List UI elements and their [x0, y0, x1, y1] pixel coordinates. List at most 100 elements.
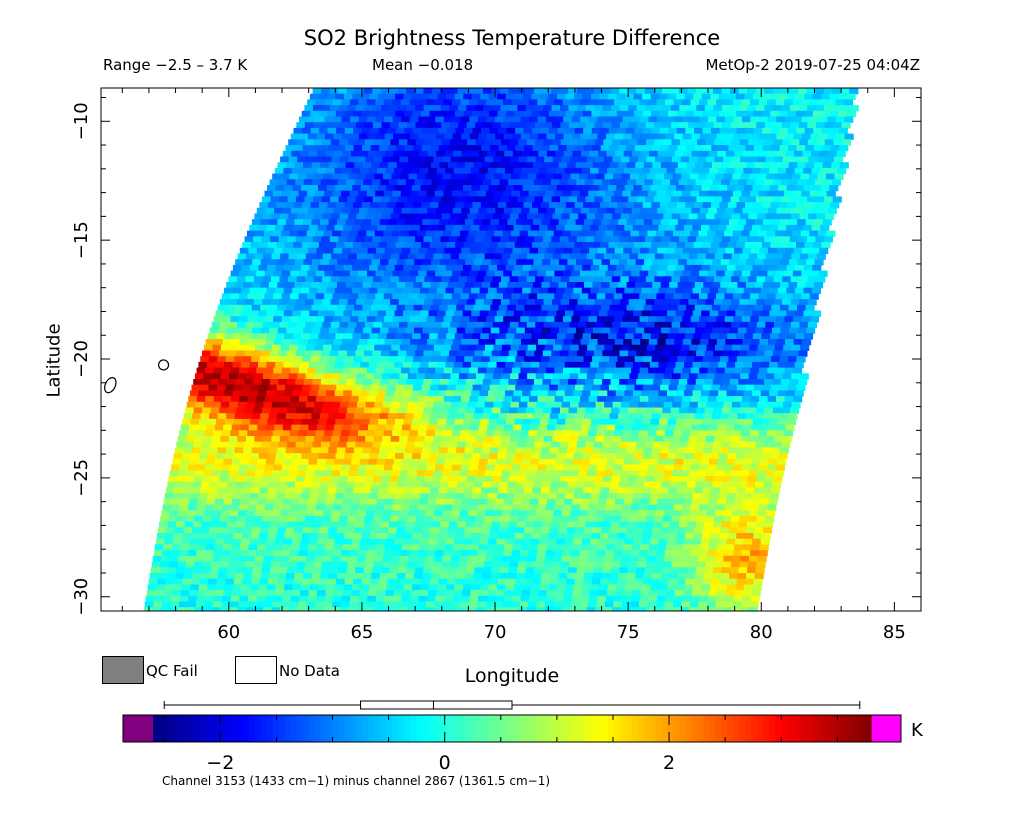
heatmap-cell — [492, 436, 502, 443]
heatmap-cell — [270, 441, 280, 448]
heatmap-cell — [378, 93, 388, 100]
heatmap-cell — [245, 321, 255, 329]
heatmap-cell — [735, 264, 745, 272]
heatmap-cell — [752, 185, 762, 192]
heatmap-cell — [777, 224, 787, 232]
heatmap-cell — [494, 270, 504, 277]
heatmap-cell — [750, 464, 760, 471]
heatmap-cell — [330, 196, 340, 203]
heatmap-cell — [539, 287, 549, 294]
heatmap-cell — [220, 373, 230, 380]
heatmap-cell — [312, 441, 322, 448]
heatmap-cell — [241, 287, 251, 294]
heatmap-cell — [754, 304, 764, 312]
heatmap-cell — [335, 418, 345, 426]
heatmap-cell — [426, 190, 436, 197]
heatmap-cell — [507, 413, 517, 420]
heatmap-cell — [589, 458, 599, 466]
heatmap-cell — [528, 99, 538, 106]
heatmap-cell — [660, 304, 670, 312]
heatmap-cell — [718, 453, 728, 460]
heatmap-cell — [442, 156, 452, 163]
heatmap-cell — [628, 122, 638, 129]
heatmap-cell — [338, 88, 348, 95]
heatmap-cell — [369, 185, 379, 192]
heatmap-cell — [687, 379, 697, 386]
heatmap-cell — [558, 413, 568, 420]
heatmap-cell — [740, 173, 750, 180]
heatmap-cell — [503, 293, 513, 300]
heatmap-cell — [286, 379, 296, 386]
heatmap-cell — [810, 270, 820, 277]
heatmap-cell — [403, 185, 413, 192]
heatmap-cell — [446, 110, 456, 118]
heatmap-cell — [220, 470, 230, 477]
heatmap-cell — [523, 487, 533, 494]
heatmap-cell — [395, 453, 405, 460]
heatmap-cell — [755, 441, 765, 448]
heatmap-cell — [277, 259, 287, 266]
heatmap-cell — [459, 401, 469, 409]
heatmap-cell — [442, 470, 452, 477]
heatmap-cell — [611, 122, 621, 129]
heatmap-cell — [648, 464, 658, 471]
heatmap-cell — [554, 464, 564, 471]
heatmap-cell — [738, 350, 748, 357]
heatmap-cell — [784, 116, 794, 123]
heatmap-cell — [443, 316, 453, 323]
heatmap-cell — [192, 413, 202, 420]
heatmap-cell — [826, 173, 836, 180]
heatmap-cell — [711, 219, 721, 226]
heatmap-cell — [279, 213, 289, 220]
heatmap-cell — [325, 150, 335, 158]
heatmap-cell — [693, 185, 703, 192]
heatmap-cell — [518, 276, 528, 283]
heatmap-cell — [260, 304, 270, 312]
heatmap-cell — [398, 139, 408, 146]
heatmap-cell — [325, 424, 335, 431]
heatmap-cell — [348, 173, 358, 180]
heatmap-cell — [715, 173, 725, 180]
heatmap-cell — [761, 493, 771, 500]
heatmap-cell — [671, 476, 681, 483]
heatmap-cell — [277, 304, 287, 312]
heatmap-cell — [418, 270, 428, 277]
heatmap-cell — [282, 339, 292, 346]
heatmap-cell — [711, 384, 721, 391]
heatmap-cell — [224, 333, 234, 340]
heatmap-cell — [339, 253, 349, 260]
heatmap-cell — [654, 476, 664, 483]
heatmap-cell — [315, 190, 325, 197]
heatmap-cell — [646, 373, 656, 380]
heatmap-cell — [642, 110, 652, 118]
heatmap-cell — [787, 333, 797, 340]
heatmap-cell — [477, 190, 487, 197]
heatmap-cell — [284, 242, 294, 249]
heatmap-cell — [532, 487, 542, 494]
heatmap-cell — [765, 299, 775, 306]
heatmap-cell — [358, 316, 368, 323]
heatmap-cell — [372, 407, 382, 414]
heatmap-cell — [644, 481, 654, 488]
heatmap-cell — [578, 213, 588, 220]
heatmap-cell — [256, 339, 266, 346]
heatmap-cell — [627, 88, 637, 95]
heatmap-cell — [233, 418, 243, 426]
heatmap-cell — [789, 236, 799, 243]
heatmap-cell — [419, 224, 429, 232]
heatmap-cell — [286, 162, 296, 169]
heatmap-cell — [738, 88, 748, 95]
heatmap-cell — [619, 379, 629, 386]
heatmap-cell — [311, 282, 321, 289]
heatmap-cell — [203, 470, 213, 477]
heatmap-cell — [576, 481, 586, 488]
heatmap-cell — [359, 150, 369, 158]
heatmap-cell — [606, 247, 616, 255]
heatmap-cell — [736, 242, 746, 249]
heatmap-cell — [572, 150, 582, 158]
heatmap-cell — [237, 436, 247, 443]
heatmap-cell — [220, 321, 230, 329]
heatmap-cell — [441, 436, 451, 443]
heatmap-cell — [305, 156, 315, 163]
heatmap-cell — [821, 93, 831, 100]
